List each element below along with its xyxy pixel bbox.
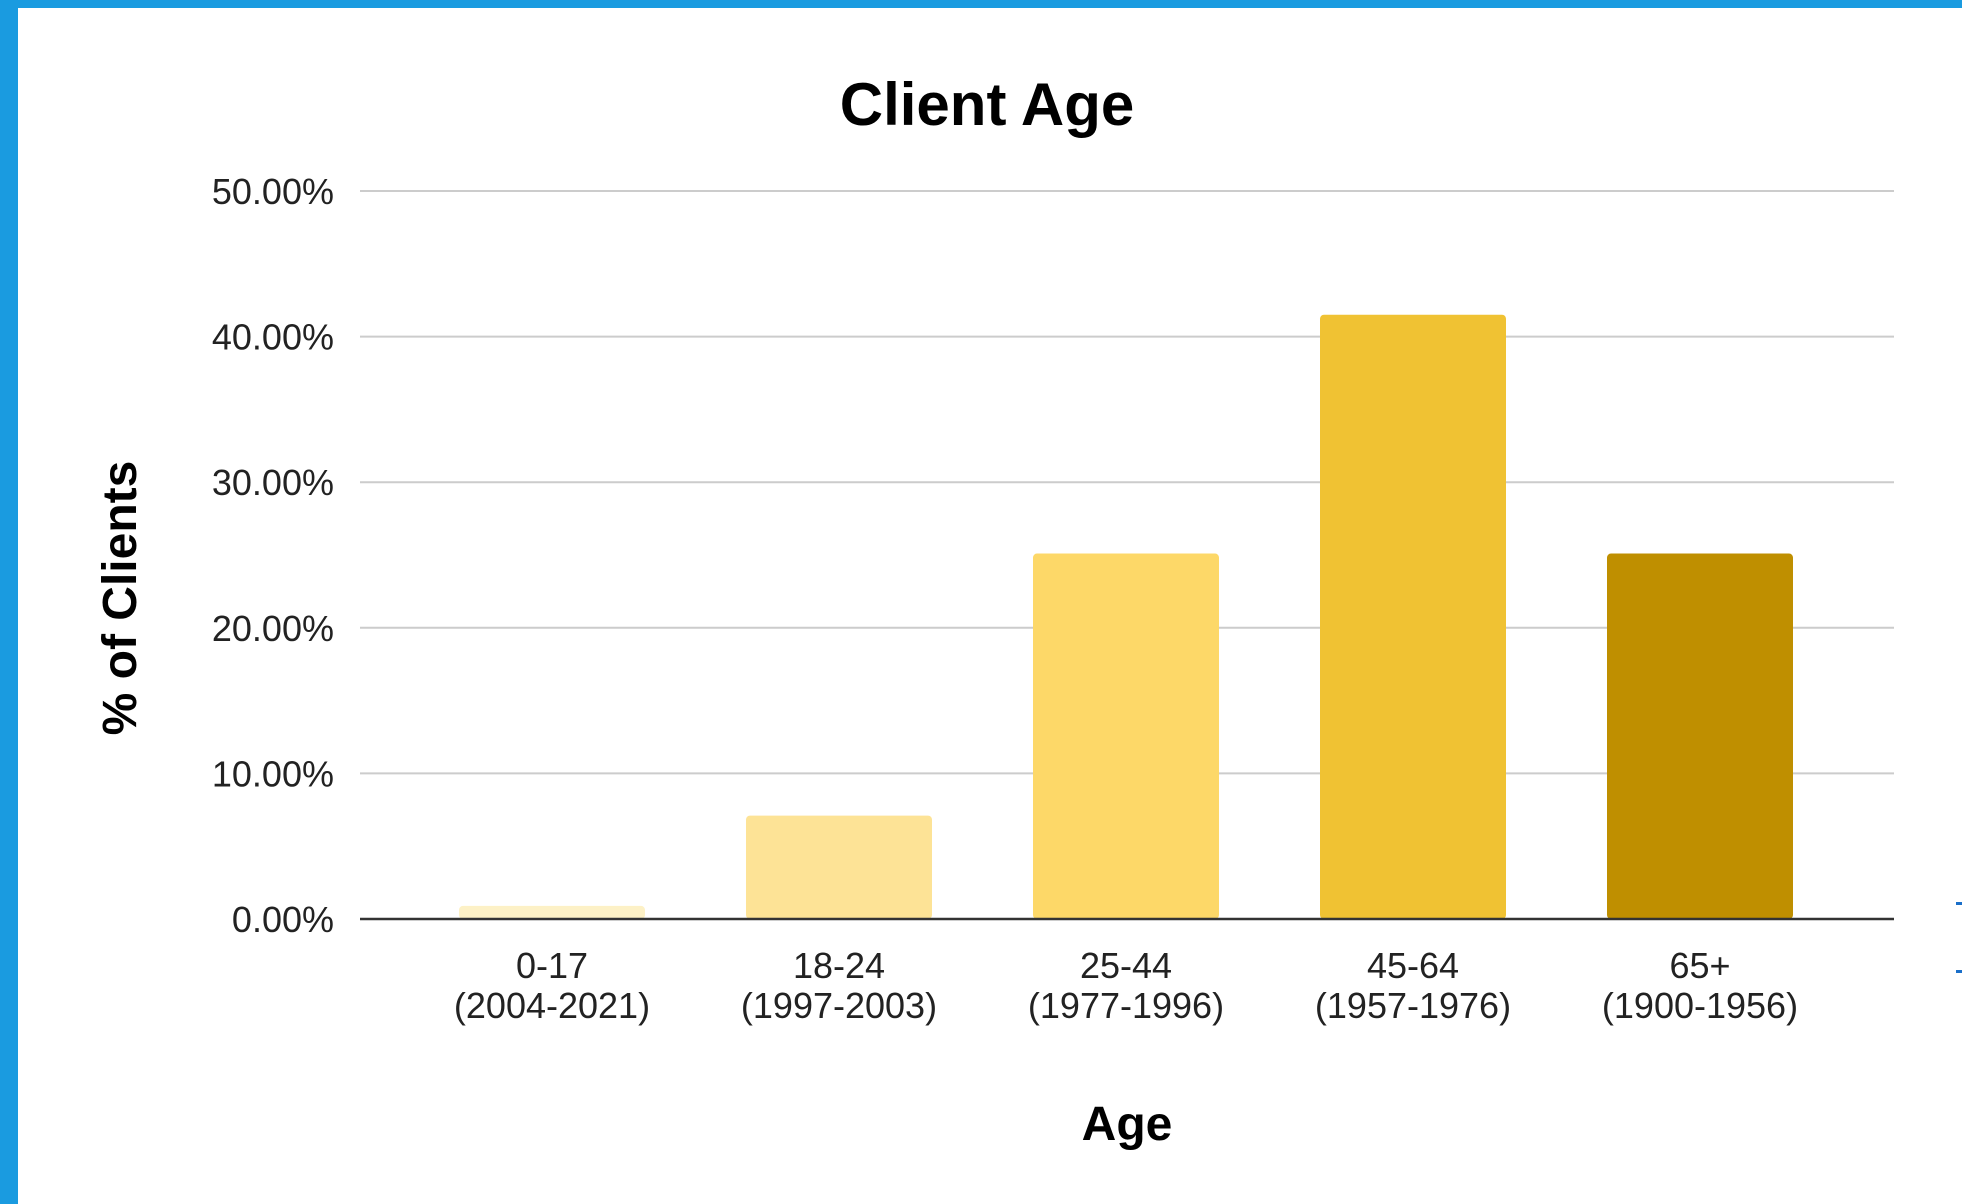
bar-chart: Client Age 0.00% 10.00% 20.00% 30.00% 40.00%… (94, 71, 1894, 1151)
edge-marker (1956, 970, 1962, 973)
x-tick-label: (1900-1956) (1602, 985, 1798, 1026)
bar (746, 815, 932, 919)
y-tick-label: 10.00% (212, 753, 334, 794)
y-tick-label: 0.00% (232, 899, 334, 940)
x-tick-label: 65+ (1669, 945, 1730, 986)
x-tick-label: 18-24 (793, 945, 885, 986)
chart-title: Client Age (840, 71, 1134, 138)
chart-frame: Client Age 0.00% 10.00% 20.00% 30.00% 40.00%… (18, 8, 1962, 1204)
y-tick-label: 40.00% (212, 317, 334, 358)
x-tick-label: (1977-1996) (1028, 985, 1224, 1026)
y-tick-label: 30.00% (212, 462, 334, 503)
bar (459, 905, 645, 919)
x-axis-ticks: 0-17(2004-2021) 18-24(1997-2003) 25-44(197… (454, 945, 1798, 1026)
bar (1033, 553, 1219, 919)
x-tick-label: 0-17 (516, 945, 588, 986)
y-axis-ticks: 0.00% 10.00% 20.00% 30.00% 40.00% 50.00% (212, 171, 334, 940)
x-tick-label: (1957-1976) (1315, 985, 1511, 1026)
x-tick-label: (2004-2021) (454, 985, 650, 1026)
x-axis-title: Age (1082, 1098, 1173, 1151)
x-tick-label: (1997-2003) (741, 985, 937, 1026)
x-tick-label: 25-44 (1080, 945, 1172, 986)
bar (1607, 553, 1793, 919)
y-tick-label: 20.00% (212, 608, 334, 649)
x-tick-label: 45-64 (1367, 945, 1459, 986)
bars (459, 314, 1793, 919)
edge-marker (1956, 902, 1962, 905)
y-tick-label: 50.00% (212, 171, 334, 212)
y-axis-title: % of Clients (94, 461, 147, 736)
bar (1320, 314, 1506, 919)
